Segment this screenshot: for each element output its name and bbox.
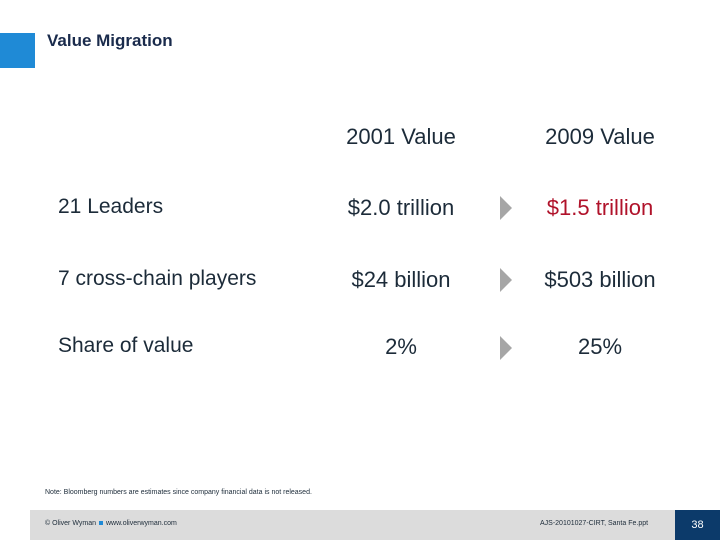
value-2009-share: 25%	[577, 334, 623, 359]
value-2001-leaders: $2.0 trillion	[347, 195, 455, 220]
column-header-2009: 2009 Value	[545, 124, 655, 149]
value-2001-cross-chain: $24 billion	[351, 267, 451, 292]
row-label-leaders: 21 Leaders	[58, 195, 164, 218]
arrow-right-icon	[500, 336, 512, 360]
footer-left: © Oliver Wyman www.oliverwyman.com	[45, 520, 177, 527]
footer-company: © Oliver Wyman	[45, 520, 96, 527]
title-accent-block	[0, 33, 35, 68]
row-label-share: Share of value	[58, 334, 194, 357]
footer-square-icon	[99, 520, 103, 525]
value-2001-share: 2%	[385, 334, 417, 359]
page-number: 38	[675, 510, 720, 540]
footnote: Note: Bloomberg numbers are estimates si…	[45, 489, 312, 496]
column-header-2001: 2001 Value	[346, 124, 456, 149]
value-2009-leaders: $1.5 trillion	[546, 195, 654, 220]
value-2009-cross-chain: $503 billion	[544, 267, 656, 292]
arrow-right-icon	[500, 196, 512, 220]
slide-title: Value Migration	[47, 31, 173, 50]
row-label-cross-chain: 7 cross-chain players	[58, 267, 257, 290]
footer-website[interactable]: www.oliverwyman.com	[106, 520, 177, 527]
arrow-right-icon	[500, 268, 512, 292]
footer-filename: AJS-20101027-CIRT, Santa Fe.ppt	[540, 520, 649, 527]
footer-bar	[30, 510, 675, 540]
